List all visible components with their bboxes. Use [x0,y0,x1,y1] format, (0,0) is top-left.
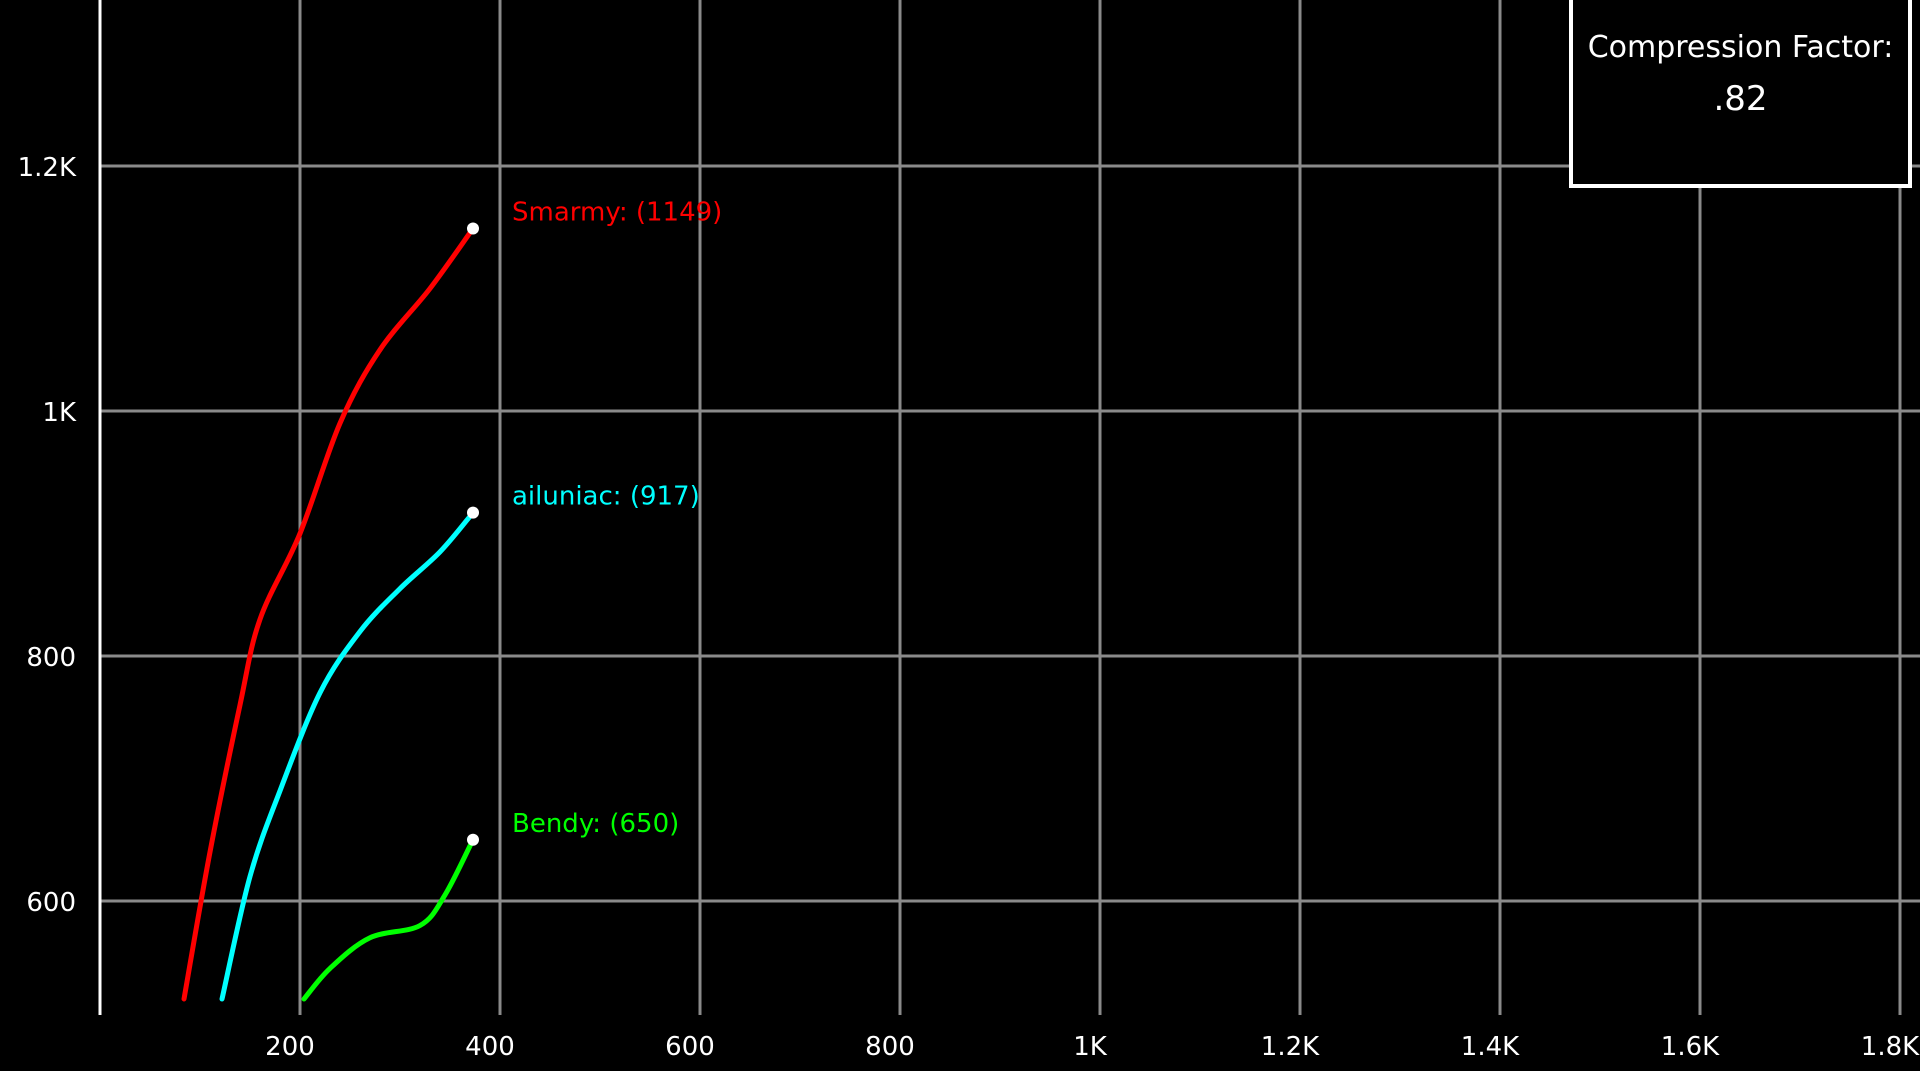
series-end-point-ailuniac [467,506,479,519]
compression-factor-label: Compression Factor: [1587,30,1894,65]
y-tick-label: 1K [42,398,77,428]
x-tick-label: 1K [1073,1032,1108,1062]
compression-factor-box: Compression Factor: .82 [1569,0,1912,188]
y-tick-label: 600 [26,888,76,918]
series-layer [181,222,479,1002]
series-line-bendy [301,837,476,1002]
x-tick-label: 200 [265,1032,315,1062]
series-line-ailuniac [219,510,476,1002]
x-tick-label: 1.8K [1861,1032,1920,1062]
series-label-smarmy: Smarmy: (1149) [512,197,722,227]
x-tick-label: 400 [465,1032,515,1062]
x-tick-label: 1.6K [1661,1032,1720,1062]
compression-factor-value: .82 [1713,79,1768,119]
x-tick-label: 1.4K [1461,1032,1520,1062]
series-line-smarmy [181,226,476,1002]
series-label-ailuniac: ailuniac: (917) [512,482,700,512]
series-end-point-bendy [467,833,479,846]
y-tick-label: 1.2K [18,153,77,183]
series-label-bendy: Bendy: (650) [512,809,679,839]
x-tick-label: 800 [865,1032,915,1062]
x-tick-label: 600 [665,1032,715,1062]
label-layer: 200 400 600 800 1K 1.2K 1.4K 1.6K 1.8K 600 800 1K 1.… [18,153,1920,1062]
y-tick-label: 800 [26,643,76,673]
x-tick-label: 1.2K [1261,1032,1320,1062]
series-end-point-smarmy [467,222,479,235]
